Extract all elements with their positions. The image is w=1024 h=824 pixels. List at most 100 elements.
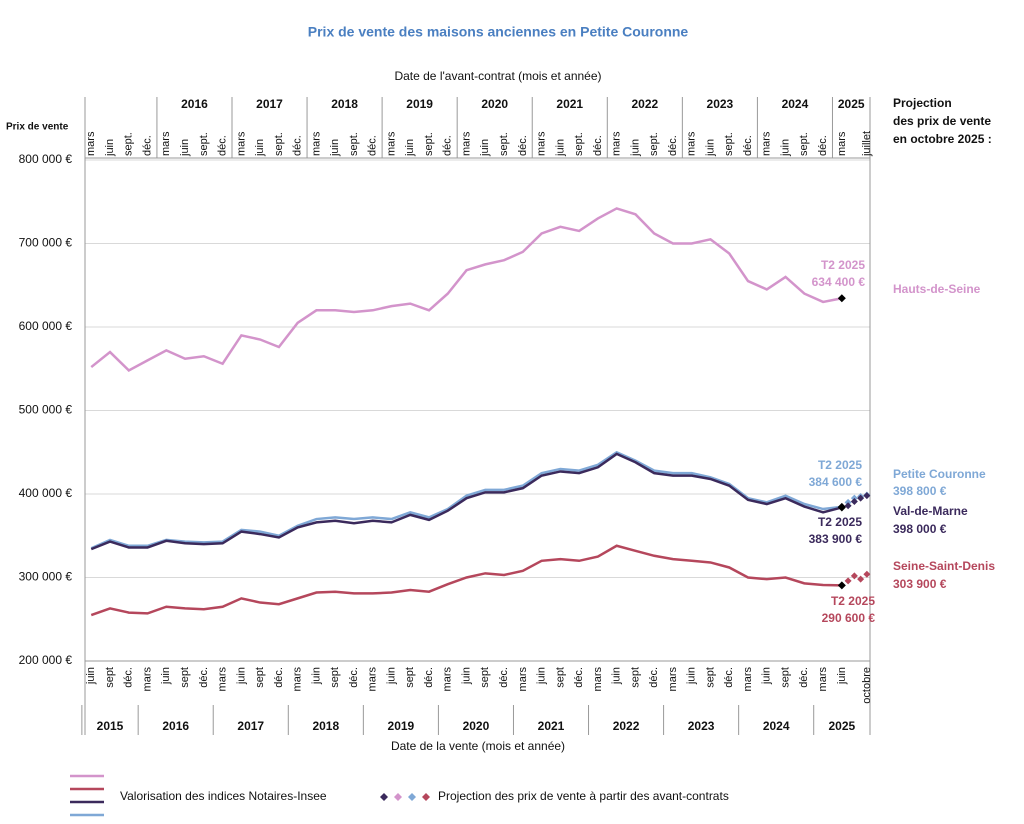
- projection-label: 398 800 €: [893, 484, 947, 498]
- year-label: 2023: [707, 97, 734, 111]
- x2-tick-label: mars: [85, 131, 97, 156]
- x2-tick-label: juin: [629, 139, 641, 157]
- x2-tick-label: juillet: [861, 131, 873, 157]
- x-tick-label: mars: [742, 667, 754, 692]
- x2-tick-label: déc.: [517, 135, 529, 156]
- last-point: [837, 581, 846, 590]
- series-line: [90, 544, 842, 617]
- x-tick-label: mars: [667, 667, 679, 692]
- x2-tick-label: déc.: [667, 135, 679, 156]
- x-tick-label: juin: [160, 667, 172, 685]
- value-label: 383 900 €: [809, 532, 863, 546]
- right-header: des prix de vente: [893, 114, 991, 128]
- x-tick-label: déc.: [498, 667, 510, 688]
- projection-label: 398 000 €: [893, 522, 947, 536]
- year-label: 2022: [613, 719, 640, 733]
- x2-tick-label: juin: [554, 139, 566, 157]
- x2-tick-label: mars: [836, 131, 848, 156]
- x2-tick-label: mars: [160, 131, 172, 156]
- legend-diamond: [394, 793, 402, 801]
- x2-tick-label: juin: [329, 139, 341, 157]
- x2-tick-label: sept.: [423, 132, 435, 156]
- x2-tick-label: mars: [310, 131, 322, 156]
- x-tick-label: mars: [292, 667, 304, 692]
- x2-tick-label: mars: [536, 131, 548, 156]
- year-label: 2016: [162, 719, 189, 733]
- x2-tick-label: juin: [179, 139, 191, 157]
- x-tick-label: juin: [536, 667, 548, 685]
- legend-diamond: [422, 793, 430, 801]
- x-tick-label: sept: [779, 667, 791, 688]
- y-tick-label: 600 000 €: [19, 319, 73, 333]
- projection-point: [857, 494, 865, 502]
- x2-tick-label: sept.: [798, 132, 810, 156]
- x-tick-label: mars: [817, 667, 829, 692]
- y-tick-label: 800 000 €: [19, 152, 73, 166]
- year-label: 2017: [237, 719, 264, 733]
- last-point: [837, 503, 846, 512]
- x2-tick-label: déc.: [292, 135, 304, 156]
- x2-tick-label: mars: [686, 131, 698, 156]
- projection-point: [863, 570, 871, 578]
- x2-tick-label: juin: [254, 139, 266, 157]
- x-tick-label: déc.: [573, 667, 585, 688]
- x-tick-label: mars: [592, 667, 604, 692]
- x2-tick-label: sept.: [273, 132, 285, 156]
- projection-point: [850, 498, 858, 506]
- x2-tick-label: juin: [704, 139, 716, 157]
- last-point: [837, 294, 846, 303]
- x-tick-label: juin: [310, 667, 322, 685]
- x2-tick-label: mars: [385, 131, 397, 156]
- x-tick-label: déc.: [198, 667, 210, 688]
- x2-tick-label: mars: [235, 131, 247, 156]
- series-line: [90, 452, 843, 551]
- x2-tick-label: juin: [779, 139, 791, 157]
- legend-label: Valorisation des indices Notaires-Insee: [120, 789, 327, 803]
- year-label: 2024: [763, 719, 790, 733]
- x-tick-label: sept: [704, 667, 716, 688]
- x-tick-label: sept: [179, 667, 191, 688]
- x2-tick-label: mars: [460, 131, 472, 156]
- x-tick-label: juin: [836, 667, 848, 685]
- projection-point: [850, 572, 858, 580]
- year-label: 2018: [312, 719, 339, 733]
- period-label: T2 2025: [818, 458, 862, 472]
- x-tick-label: sept: [479, 667, 491, 688]
- x-tick-label: déc.: [648, 667, 660, 688]
- projection-point: [863, 492, 871, 500]
- x-tick-label: sept: [329, 667, 341, 688]
- x-tick-label: sept: [254, 667, 266, 688]
- x2-tick-label: juin: [104, 139, 116, 157]
- projection-label: 303 900 €: [893, 577, 947, 591]
- value-label: 384 600 €: [809, 475, 863, 489]
- projection-point: [844, 577, 852, 585]
- series-name: Petite Couronne: [893, 467, 986, 481]
- x-tick-label: déc.: [348, 667, 360, 688]
- x-tick-label: mars: [517, 667, 529, 692]
- x2-tick-label: déc.: [367, 135, 379, 156]
- x2-tick-label: déc.: [817, 135, 829, 156]
- period-label: T2 2025: [821, 258, 865, 272]
- x-tick-label: déc.: [273, 667, 285, 688]
- x2-tick-label: sept.: [498, 132, 510, 156]
- year-label: 2024: [782, 97, 809, 111]
- x2-axis-title: Date de l'avant-contrat (mois et année): [394, 69, 601, 83]
- x-tick-label: juin: [761, 667, 773, 685]
- year-label: 2022: [631, 97, 658, 111]
- x2-tick-label: déc.: [217, 135, 229, 156]
- x2-tick-label: sept.: [348, 132, 360, 156]
- x2-tick-label: juin: [479, 139, 491, 157]
- x2-tick-label: juin: [404, 139, 416, 157]
- period-label: T2 2025: [818, 515, 862, 529]
- x2-tick-label: sept.: [123, 132, 135, 156]
- x2-tick-label: déc.: [442, 135, 454, 156]
- year-label: 2025: [838, 97, 865, 111]
- year-label: 2020: [481, 97, 508, 111]
- projection-point: [857, 575, 865, 583]
- legend-diamond: [380, 793, 388, 801]
- year-label: 2019: [406, 97, 433, 111]
- year-label: 2015: [97, 719, 124, 733]
- year-label: 2021: [538, 719, 565, 733]
- x-tick-label: octobre: [861, 667, 873, 704]
